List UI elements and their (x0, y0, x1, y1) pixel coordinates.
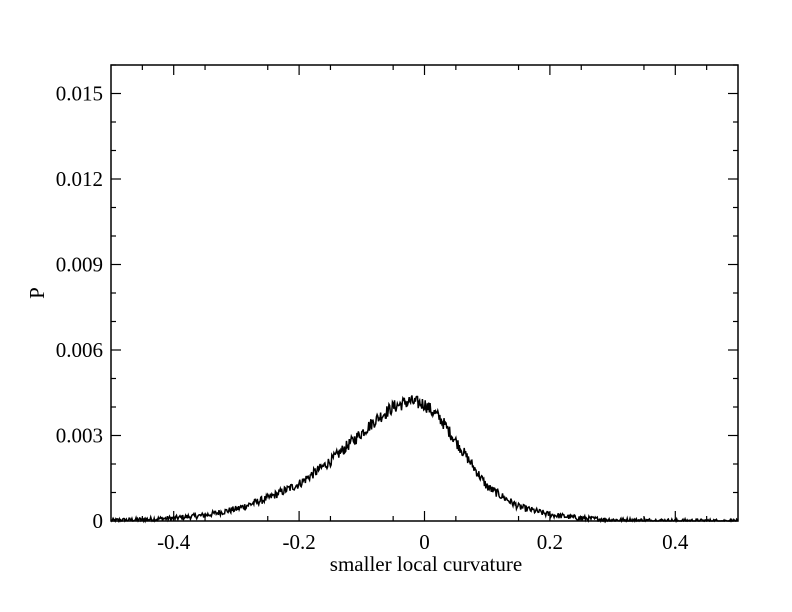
y-tick-label: 0.009 (56, 253, 103, 277)
plot-frame (110, 64, 739, 522)
x-tick-label: 0.2 (537, 530, 563, 554)
x-axis-label: smaller local curvature (330, 552, 522, 576)
y-tick-label: 0.015 (56, 82, 103, 106)
x-tick-label: 0.4 (662, 530, 689, 554)
ticks (111, 64, 738, 522)
x-tick-label: -0.4 (157, 530, 191, 554)
y-tick-label: 0.006 (56, 338, 103, 362)
y-tick-label: 0 (93, 509, 104, 533)
x-tick-label: -0.2 (282, 530, 315, 554)
x-tick-label: 0 (419, 530, 430, 554)
tick-labels: -0.4 -0.2 0 0.2 0.4 0 0.003 0.006 0.009 0.012 0.01… (56, 82, 689, 555)
y-tick-label: 0.012 (56, 167, 103, 191)
y-axis-label: P (25, 287, 49, 299)
series-line (110, 395, 739, 524)
y-tick-label: 0.003 (56, 424, 103, 448)
